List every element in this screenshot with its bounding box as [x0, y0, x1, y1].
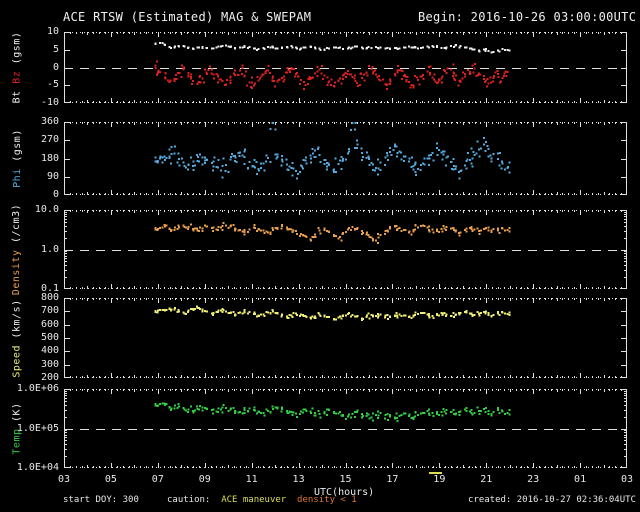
density-plot-panel	[64, 210, 627, 289]
start-doy-label: start DOY: 300	[63, 495, 139, 505]
series-density	[154, 221, 511, 244]
y-tick-label: 270	[40, 134, 59, 146]
plot-frame	[64, 32, 627, 103]
y-tick-label: 180	[40, 152, 59, 164]
x-tick-label: 23	[527, 474, 540, 485]
temp-plot-panel	[64, 389, 627, 468]
x-tick-label: 11	[245, 474, 258, 485]
speed-plot-panel	[64, 298, 627, 378]
x-tick-label: 01	[574, 474, 587, 485]
y-axis-ticks-temp: 1.0E+06 1.0E+05 1.0E+04	[0, 384, 61, 473]
y-tick-label: -5	[46, 79, 59, 91]
plot-frame	[64, 298, 627, 378]
y-tick-label: 700	[40, 305, 59, 317]
y-tick-label: 300	[40, 358, 59, 370]
series-temp	[154, 402, 511, 423]
y-tick-label: 500	[40, 332, 59, 343]
x-tick-label: 19	[433, 474, 446, 485]
caution-density-label: density < 1	[286, 495, 357, 505]
plot-title: ACE RTSW (Estimated) MAG & SWEPAM	[63, 10, 312, 24]
series-bz	[154, 60, 509, 90]
plot-frame	[64, 389, 627, 468]
bt-bz-plot-svg	[64, 32, 627, 103]
x-axis-tick-labels: 03 05 07 09 11 13 15 17 19 21 23 01 03	[0, 475, 640, 487]
plot-frame	[64, 210, 627, 289]
y-tick-label: 5	[52, 43, 59, 55]
x-tick-label: 03	[57, 474, 71, 485]
caution-maneuver-label: ACE maneuver	[210, 495, 287, 505]
y-tick-label: 360	[40, 116, 59, 127]
y-tick-label: 0	[52, 189, 59, 200]
x-tick-label: 17	[386, 474, 399, 485]
x-tick-label: 09	[198, 474, 211, 485]
series-bt	[154, 41, 511, 54]
caution-label: caution:	[167, 495, 211, 505]
phi-plot-svg	[64, 122, 627, 195]
x-tick-label: 05	[104, 474, 117, 485]
y-tick-label: 600	[40, 318, 59, 330]
bt-bz-plot-panel	[64, 32, 627, 103]
begin-time-label: Begin: 2016-10-26 03:00:00UTC	[418, 10, 637, 24]
y-axis-ticks-bt-bz: 10 5 0 -5 -10	[0, 27, 61, 108]
plot-frame	[64, 122, 627, 195]
y-tick-label: 90	[46, 170, 59, 182]
density-plot-svg	[64, 210, 627, 289]
y-tick-label: 0	[52, 61, 59, 73]
x-tick-label: 13	[292, 474, 305, 485]
maneuver-time-marker	[429, 472, 443, 474]
y-tick-label: 1.0E+06	[16, 383, 59, 394]
created-time-label: created: 2016-10-27 02:36:04UTC	[468, 495, 636, 505]
series-phi	[154, 122, 511, 180]
y-tick-label: 400	[40, 345, 59, 357]
caution-line: caution: ACE maneuver density < 1	[167, 496, 357, 505]
x-tick-label: 21	[480, 474, 493, 485]
x-tick-label: 03	[620, 474, 634, 485]
y-tick-label: 10	[46, 26, 59, 37]
y-tick-label: 0.1	[40, 283, 59, 294]
y-tick-label: 1.0E+04	[16, 462, 59, 473]
speed-plot-svg	[64, 298, 627, 378]
temp-plot-svg	[64, 389, 627, 468]
y-axis-ticks-speed: 800 700 600 500 400 300 200	[0, 293, 61, 383]
y-tick-label: 200	[40, 372, 59, 383]
y-tick-label: 1.0E+05	[16, 422, 59, 434]
y-tick-label: -10	[40, 97, 59, 108]
y-axis-ticks-density: 10.0 1.0 0.1	[0, 205, 61, 294]
y-axis-ticks-phi: 360 270 180 90 0	[0, 117, 61, 200]
y-tick-label: 1.0	[40, 243, 59, 255]
y-tick-label: 10.0	[34, 204, 59, 215]
series-speed	[154, 305, 511, 321]
x-tick-label: 15	[339, 474, 352, 485]
x-tick-label: 07	[151, 474, 164, 485]
y-tick-label: 800	[40, 292, 59, 303]
x-axis-title: UTC(hours)	[314, 487, 375, 498]
phi-plot-panel	[64, 122, 627, 195]
